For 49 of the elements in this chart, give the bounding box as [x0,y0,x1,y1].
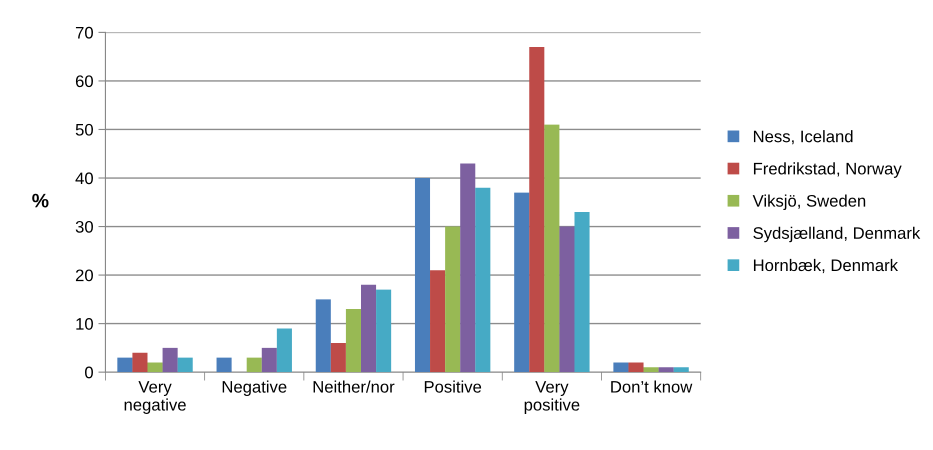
bar [475,188,490,372]
y-tick-label: 70 [76,26,93,39]
y-tick-label: 40 [75,172,93,184]
x-tick-label: Positive [424,380,482,393]
bar [147,362,163,372]
y-tick-label: 0 [85,366,93,378]
legend-label: Sydsjælland, Denmark [753,226,920,242]
bar [674,367,689,372]
bar [330,343,346,372]
bar [514,192,530,372]
y-axis-title: % [32,194,48,208]
bar [628,362,644,372]
y-tick-label: 30 [76,220,93,233]
bar [529,46,544,372]
bar [132,352,148,372]
bar [276,328,292,372]
bar [262,348,277,372]
legend-label: Ness, Iceland [754,130,852,144]
bar [559,226,574,372]
bar [216,358,232,372]
bar [544,124,560,372]
bar [346,309,361,372]
bar [414,178,430,372]
legend-label: Fredrikstad, Norway [754,162,902,178]
legend-label: Hornbæk, Denmark [754,258,898,274]
bar [658,367,674,372]
y-tick-label: 60 [76,75,93,88]
bar [178,358,193,372]
bar [376,290,392,372]
x-tick-label: Don’t know [611,380,692,393]
y-tick-label: 50 [76,124,93,136]
bar [162,348,178,372]
bar [445,226,460,372]
bar [430,270,446,372]
bar [316,299,331,372]
x-tick-label: Very positive [524,381,580,414]
bar [460,163,476,372]
bar [246,358,262,372]
y-tick-label: 20 [76,269,93,282]
legend-label: Viksjö, Sweden [752,194,866,210]
bar [574,212,590,372]
bar [644,367,659,372]
y-tick-label: 10 [76,318,93,330]
bar [360,284,376,372]
x-tick-label: Very negative [124,381,186,414]
x-tick-label: Neither/nor [314,380,394,393]
bar [613,362,628,372]
bar [117,358,132,372]
x-tick-label: Negative [222,380,286,396]
